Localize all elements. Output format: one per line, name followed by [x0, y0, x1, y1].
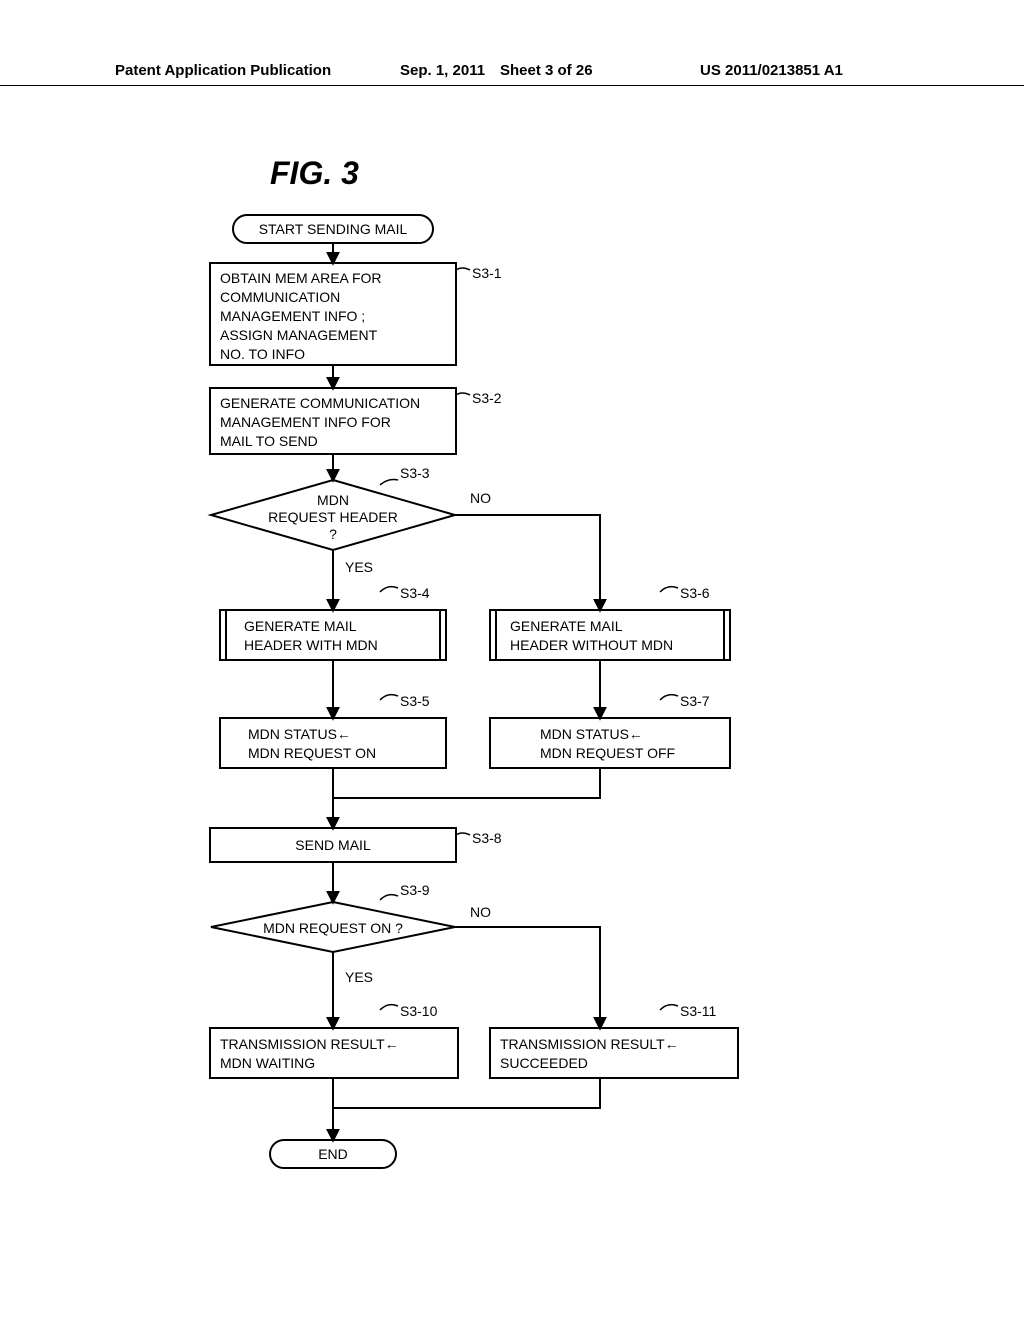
s34-line1: GENERATE MAIL [244, 618, 357, 634]
s311-line1: TRANSMISSION RESULT← [500, 1036, 679, 1052]
s33-line2: REQUEST HEADER [268, 509, 398, 525]
ref-s32: S3-2 [472, 390, 502, 406]
s37-line2: MDN REQUEST OFF [540, 745, 675, 761]
ref-curve-s32 [456, 393, 470, 395]
node-s3-8: SEND MAIL [210, 828, 456, 862]
ref-curve-s36 [660, 587, 678, 592]
edge-s37-merge [333, 768, 600, 798]
node-s3-5: MDN STATUS← MDN REQUEST ON [220, 718, 446, 768]
s31-line4: ASSIGN MANAGEMENT [220, 327, 378, 343]
ref-s311: S3-11 [680, 1003, 717, 1019]
ref-s36: S3-6 [680, 585, 710, 601]
s33-yes: YES [345, 559, 373, 575]
node-s3-9: MDN REQUEST ON ? [211, 902, 455, 952]
node-s3-1: OBTAIN MEM AREA FOR COMMUNICATION MANAGE… [210, 263, 456, 365]
s36-line2: HEADER WITHOUT MDN [510, 637, 673, 653]
ref-s39: S3-9 [400, 882, 430, 898]
ref-s34: S3-4 [400, 585, 430, 601]
ref-curve-s33 [380, 480, 398, 485]
ref-curve-s39 [380, 895, 398, 900]
node-s3-2: GENERATE COMMUNICATION MANAGEMENT INFO F… [210, 388, 456, 454]
ref-s35: S3-5 [400, 693, 430, 709]
s39-yes: YES [345, 969, 373, 985]
end-label: END [318, 1146, 348, 1162]
node-s3-6: GENERATE MAIL HEADER WITHOUT MDN [490, 610, 730, 660]
page: Patent Application Publication Sep. 1, 2… [0, 0, 1024, 1320]
s39-no: NO [470, 904, 491, 920]
node-end: END [270, 1140, 396, 1168]
s31-line1: OBTAIN MEM AREA FOR [220, 270, 382, 286]
node-start: START SENDING MAIL [233, 215, 433, 243]
ref-curve-s34 [380, 587, 398, 592]
ref-s38: S3-8 [472, 830, 502, 846]
s37-line1: MDN STATUS← [540, 726, 643, 742]
node-s3-10: TRANSMISSION RESULT← MDN WAITING [210, 1028, 458, 1078]
s32-line3: MAIL TO SEND [220, 433, 318, 449]
s32-line2: MANAGEMENT INFO FOR [220, 414, 391, 430]
s38-line1: SEND MAIL [295, 837, 371, 853]
edge-s33-no [455, 515, 600, 610]
s310-line1: TRANSMISSION RESULT← [220, 1036, 399, 1052]
s39-line1: MDN REQUEST ON ? [263, 920, 403, 936]
ref-curve-s310 [380, 1005, 398, 1010]
s32-line1: GENERATE COMMUNICATION [220, 395, 420, 411]
s33-no: NO [470, 490, 491, 506]
flowchart-svg: START SENDING MAIL OBTAIN MEM AREA FOR C… [0, 0, 1024, 1320]
s310-line2: MDN WAITING [220, 1055, 315, 1071]
s311-line2: SUCCEEDED [500, 1055, 588, 1071]
edge-s39-no [455, 927, 600, 1028]
ref-s310: S3-10 [400, 1003, 438, 1019]
s33-line1: MDN [317, 492, 349, 508]
node-s3-11: TRANSMISSION RESULT← SUCCEEDED [490, 1028, 738, 1078]
node-s3-4: GENERATE MAIL HEADER WITH MDN [220, 610, 446, 660]
s31-line2: COMMUNICATION [220, 289, 340, 305]
edge-s311-merge [333, 1078, 600, 1108]
ref-s33: S3-3 [400, 465, 430, 481]
ref-curve-s38 [456, 833, 470, 835]
s35-line1: MDN STATUS← [248, 726, 351, 742]
ref-s37: S3-7 [680, 693, 710, 709]
s36-line1: GENERATE MAIL [510, 618, 623, 634]
ref-curve-s311 [660, 1005, 678, 1010]
node-s3-7: MDN STATUS← MDN REQUEST OFF [490, 718, 730, 768]
s31-line3: MANAGEMENT INFO ; [220, 308, 365, 324]
s35-line2: MDN REQUEST ON [248, 745, 376, 761]
s34-line2: HEADER WITH MDN [244, 637, 378, 653]
s31-line5: NO. TO INFO [220, 346, 305, 362]
start-label: START SENDING MAIL [259, 221, 408, 237]
s33-line3: ? [329, 526, 337, 542]
node-s3-3: MDN REQUEST HEADER ? [211, 480, 455, 550]
ref-s31: S3-1 [472, 265, 502, 281]
ref-curve-s37 [660, 695, 678, 700]
ref-curve-s35 [380, 695, 398, 700]
ref-curve-s31 [456, 268, 470, 270]
